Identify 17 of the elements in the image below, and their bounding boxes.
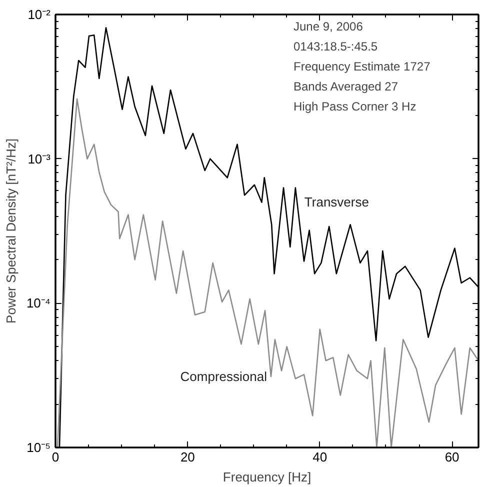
x-tick-label: 0 <box>52 450 60 464</box>
x-tick-label: 20 <box>180 450 195 464</box>
annotation: Bands Averaged 27 <box>294 80 398 94</box>
y-axis-title: Power Spectral Density [nT²/Hz] <box>3 138 18 324</box>
y-tick-label: 10⁻⁵ <box>26 440 51 455</box>
annotation: June 9, 2006 <box>294 20 364 34</box>
series-label: Transverse <box>304 194 369 210</box>
annotation: Frequency Estimate 1727 <box>294 60 431 74</box>
y-tick-label: 10⁻² <box>28 7 52 22</box>
series-label: Compressional <box>180 369 268 384</box>
y-tick-label: 10⁻³ <box>28 151 52 166</box>
y-tick-label: 10⁻⁴ <box>26 296 50 311</box>
annotation: High Pass Corner 3 Hz <box>294 100 416 114</box>
x-tick-label: 60 <box>444 450 460 464</box>
x-tick-label: 40 <box>312 450 328 464</box>
annotation: 0143:18.5-:45.5 <box>294 40 378 54</box>
x-axis-title: Frequency [Hz] <box>222 470 312 484</box>
